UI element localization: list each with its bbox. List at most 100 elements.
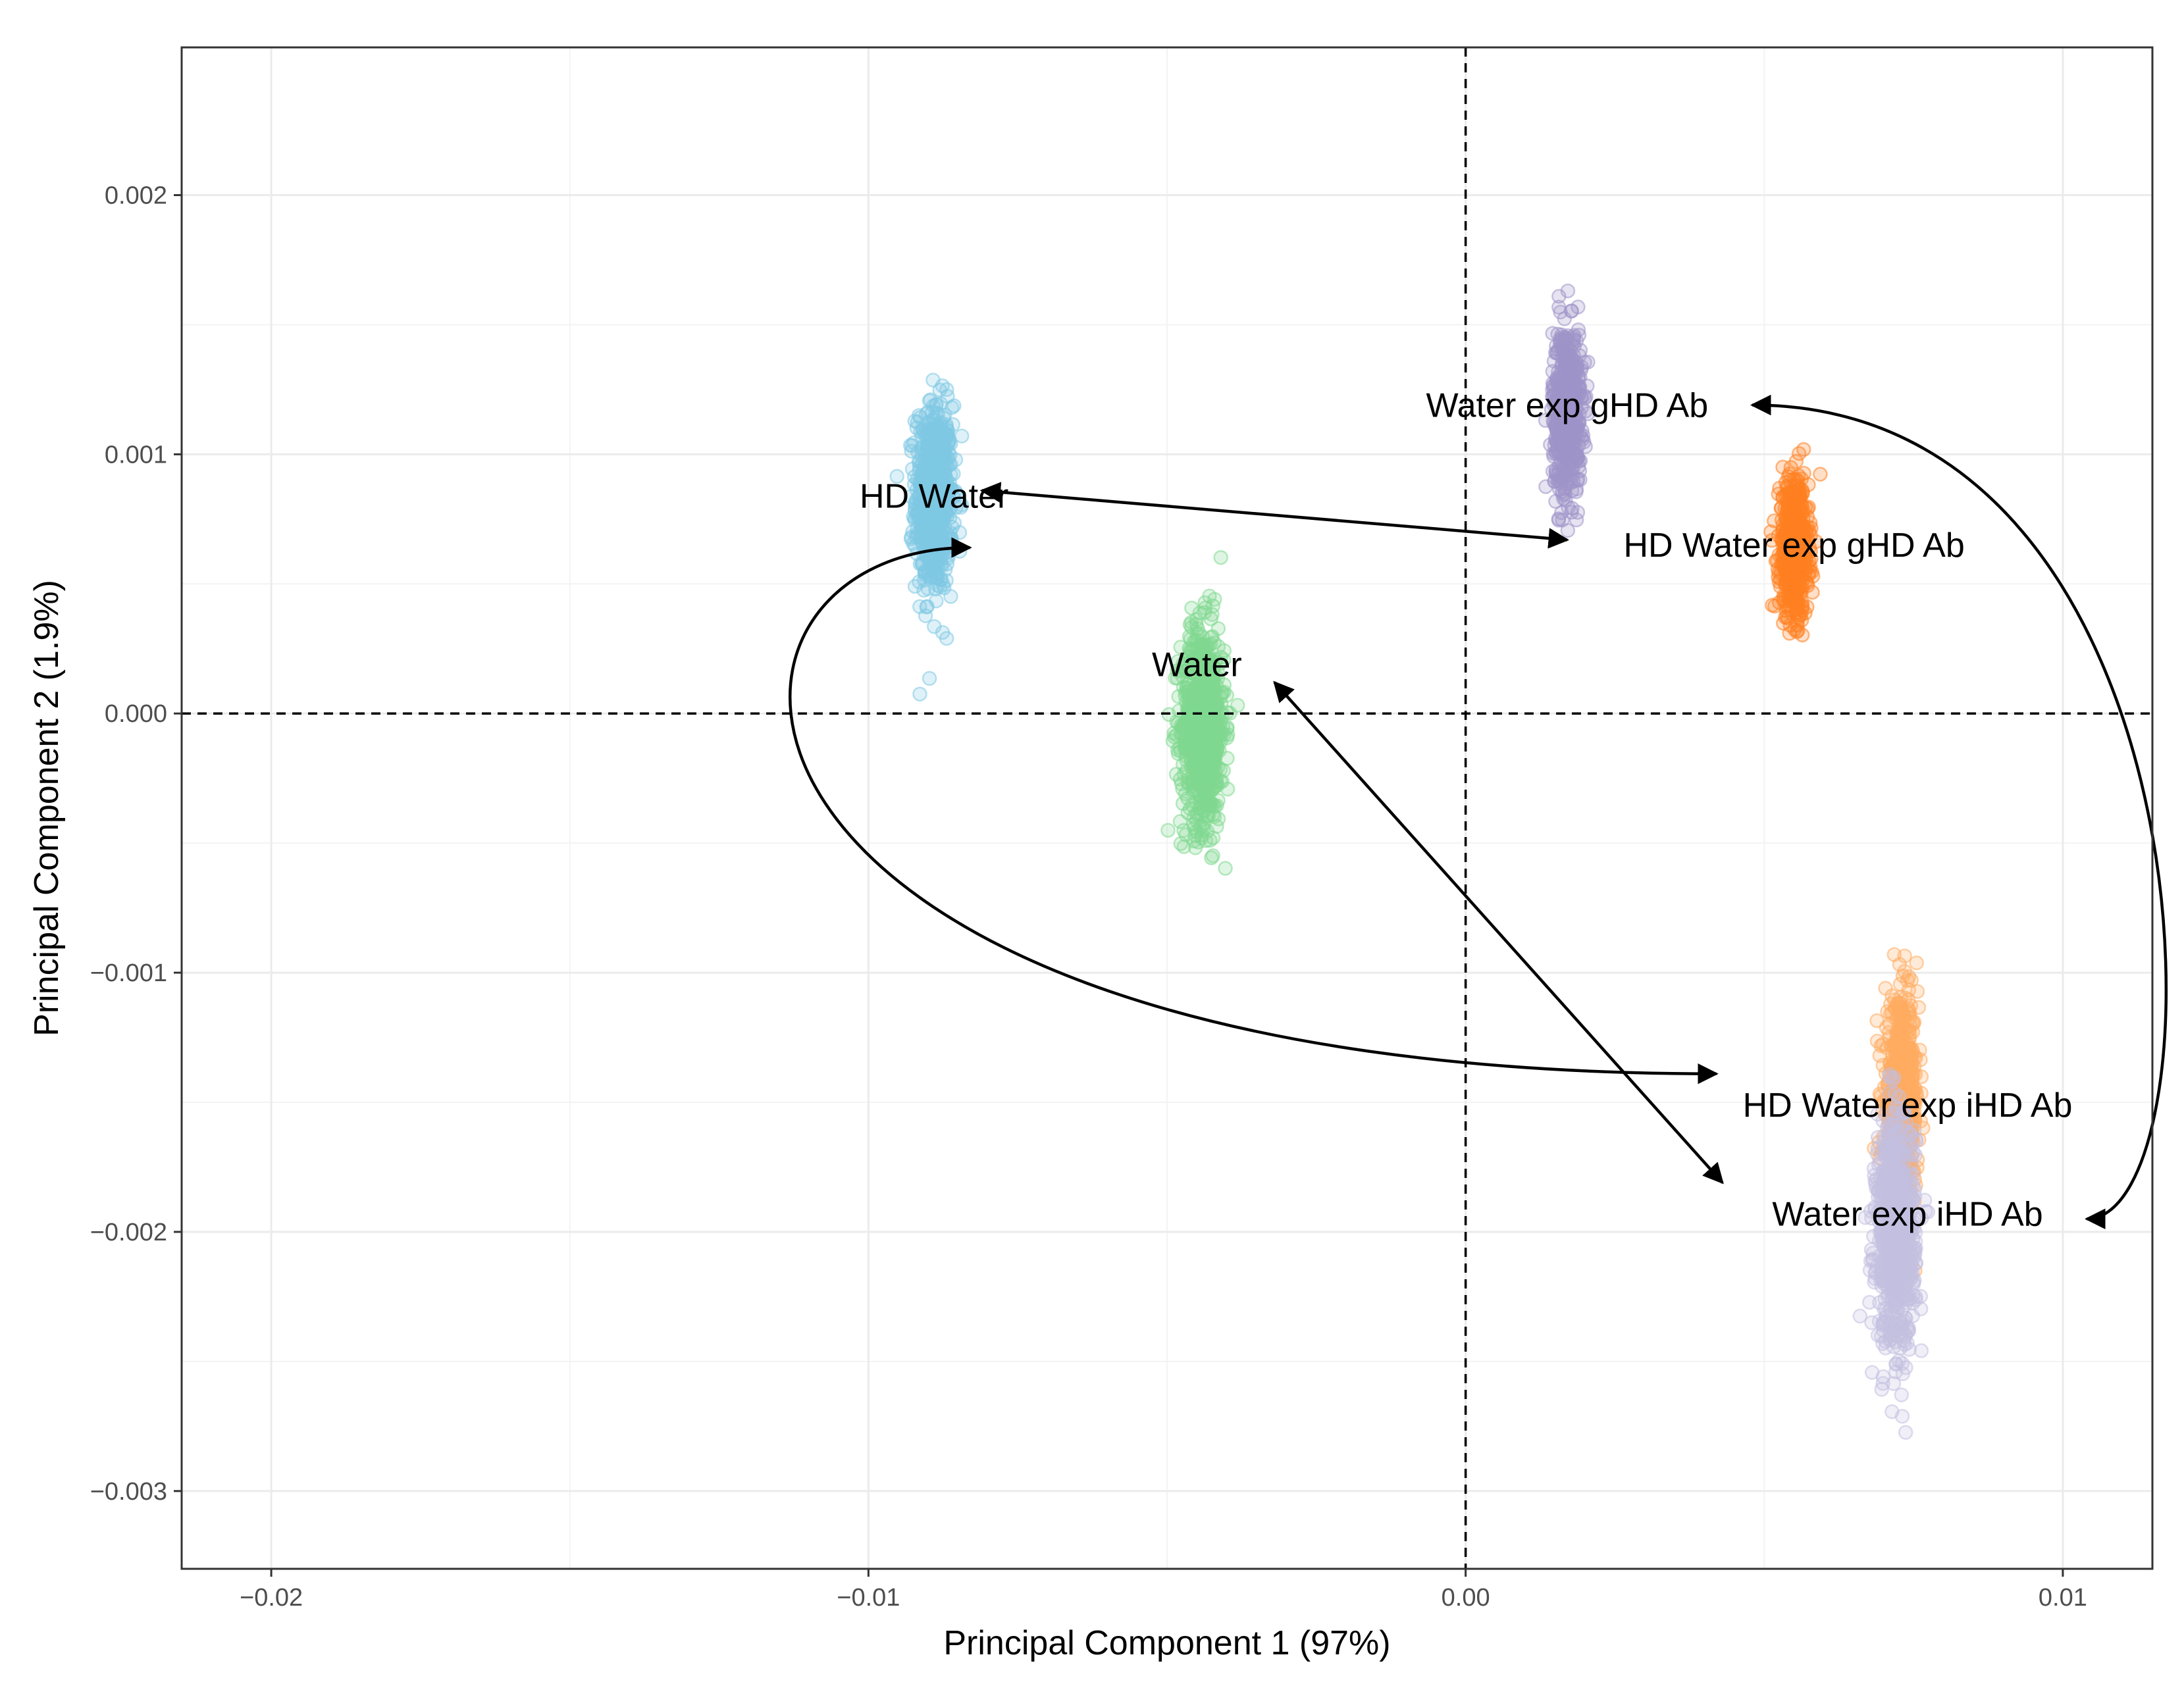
data-point xyxy=(929,593,944,609)
data-point xyxy=(1202,588,1217,604)
data-point xyxy=(904,438,920,453)
data-point xyxy=(1903,998,1919,1013)
data-point xyxy=(1765,598,1780,613)
data-point xyxy=(907,578,923,594)
data-point xyxy=(1913,1343,1929,1358)
data-point xyxy=(945,417,960,432)
data-point xyxy=(930,571,945,586)
data-point xyxy=(1875,1036,1890,1052)
x-tick-label: 0.00 xyxy=(1442,1584,1490,1612)
data-point xyxy=(953,499,969,515)
data-point xyxy=(1902,1025,1917,1041)
data-point xyxy=(1875,1369,1891,1385)
data-point xyxy=(1898,1042,1913,1058)
data-point xyxy=(1886,947,1902,962)
data-point xyxy=(909,420,925,436)
data-point xyxy=(1198,746,1214,761)
data-point xyxy=(916,582,931,598)
data-point xyxy=(1203,722,1218,737)
data-point xyxy=(1895,1366,1911,1381)
data-point xyxy=(1904,1058,1920,1073)
x-axis-title: Principal Component 1 (97%) xyxy=(943,1624,1390,1662)
data-point xyxy=(928,397,944,413)
y-tick-label: −0.003 xyxy=(90,1478,167,1506)
y-tick-label: −0.001 xyxy=(90,959,167,987)
data-point xyxy=(907,503,923,519)
data-point xyxy=(1804,565,1819,580)
data-point xyxy=(904,461,920,477)
data-point xyxy=(1218,861,1233,876)
data-point xyxy=(1865,1245,1881,1261)
data-point xyxy=(1160,823,1176,838)
data-point xyxy=(1183,721,1199,736)
data-point xyxy=(925,557,940,573)
cluster-label: Water exp iHD Ab xyxy=(1772,1195,2042,1233)
data-point xyxy=(1904,973,1919,988)
cluster-label: HD Water exp iHD Ab xyxy=(1743,1086,2073,1125)
data-point xyxy=(1909,955,1924,971)
data-point xyxy=(1172,703,1187,719)
data-point xyxy=(939,630,954,646)
data-point xyxy=(927,619,942,634)
y-tick-label: −0.002 xyxy=(90,1219,167,1246)
data-point xyxy=(1907,1123,1922,1138)
data-point xyxy=(925,552,941,567)
data-point xyxy=(1893,1275,1908,1291)
data-point xyxy=(1883,1006,1898,1021)
data-point xyxy=(922,671,937,686)
x-tick-label: −0.02 xyxy=(240,1584,303,1612)
data-point xyxy=(1205,830,1221,846)
cluster-label: Water xyxy=(1152,646,1242,684)
data-point xyxy=(1213,549,1228,565)
cluster-label: HD Water xyxy=(860,477,1008,515)
data-point xyxy=(1897,1010,1912,1025)
data-point xyxy=(1555,512,1570,528)
y-tick-label: 0.000 xyxy=(105,700,167,728)
data-point xyxy=(1189,806,1204,822)
cluster-label: Water exp gHD Ab xyxy=(1426,387,1709,425)
data-point xyxy=(1893,1316,1908,1331)
data-point xyxy=(1882,1055,1898,1070)
data-point xyxy=(1564,303,1580,319)
data-point xyxy=(943,457,958,472)
data-point xyxy=(922,522,937,538)
data-point xyxy=(1210,793,1226,808)
data-point xyxy=(912,686,927,701)
data-point xyxy=(1894,1387,1910,1402)
data-point xyxy=(1813,467,1828,482)
data-point xyxy=(1547,474,1563,490)
data-point xyxy=(1214,686,1230,701)
data-point xyxy=(1897,1337,1912,1352)
data-point xyxy=(1875,1163,1891,1179)
data-point xyxy=(1862,1263,1878,1278)
data-point xyxy=(1894,1408,1910,1424)
data-point xyxy=(1879,1020,1894,1035)
data-point xyxy=(1178,749,1194,764)
data-point xyxy=(1790,623,1806,638)
data-point xyxy=(1789,601,1804,617)
data-point xyxy=(1890,1160,1906,1176)
data-point xyxy=(1189,767,1205,782)
data-point xyxy=(1201,709,1217,725)
data-point xyxy=(947,398,962,413)
data-point xyxy=(1204,850,1219,865)
data-point xyxy=(1767,513,1782,528)
data-point xyxy=(1899,1295,1915,1310)
data-point xyxy=(918,608,933,623)
data-point xyxy=(1187,681,1203,696)
data-point xyxy=(1874,1279,1890,1294)
data-point xyxy=(1878,981,1893,996)
x-tick-label: 0.01 xyxy=(2039,1584,2087,1612)
data-point xyxy=(1852,1308,1868,1324)
data-point xyxy=(954,428,970,444)
data-point xyxy=(1883,1069,1898,1085)
cluster-label: HD Water exp gHD Ab xyxy=(1624,526,1965,565)
y-axis-title: Principal Component 2 (1.9%) xyxy=(28,580,66,1036)
data-point xyxy=(1898,1425,1913,1440)
data-point xyxy=(1569,449,1584,464)
data-point xyxy=(918,462,933,477)
data-point xyxy=(1784,583,1800,599)
data-point xyxy=(1176,839,1191,854)
data-point xyxy=(1786,472,1802,488)
y-tick-label: 0.002 xyxy=(105,182,167,210)
